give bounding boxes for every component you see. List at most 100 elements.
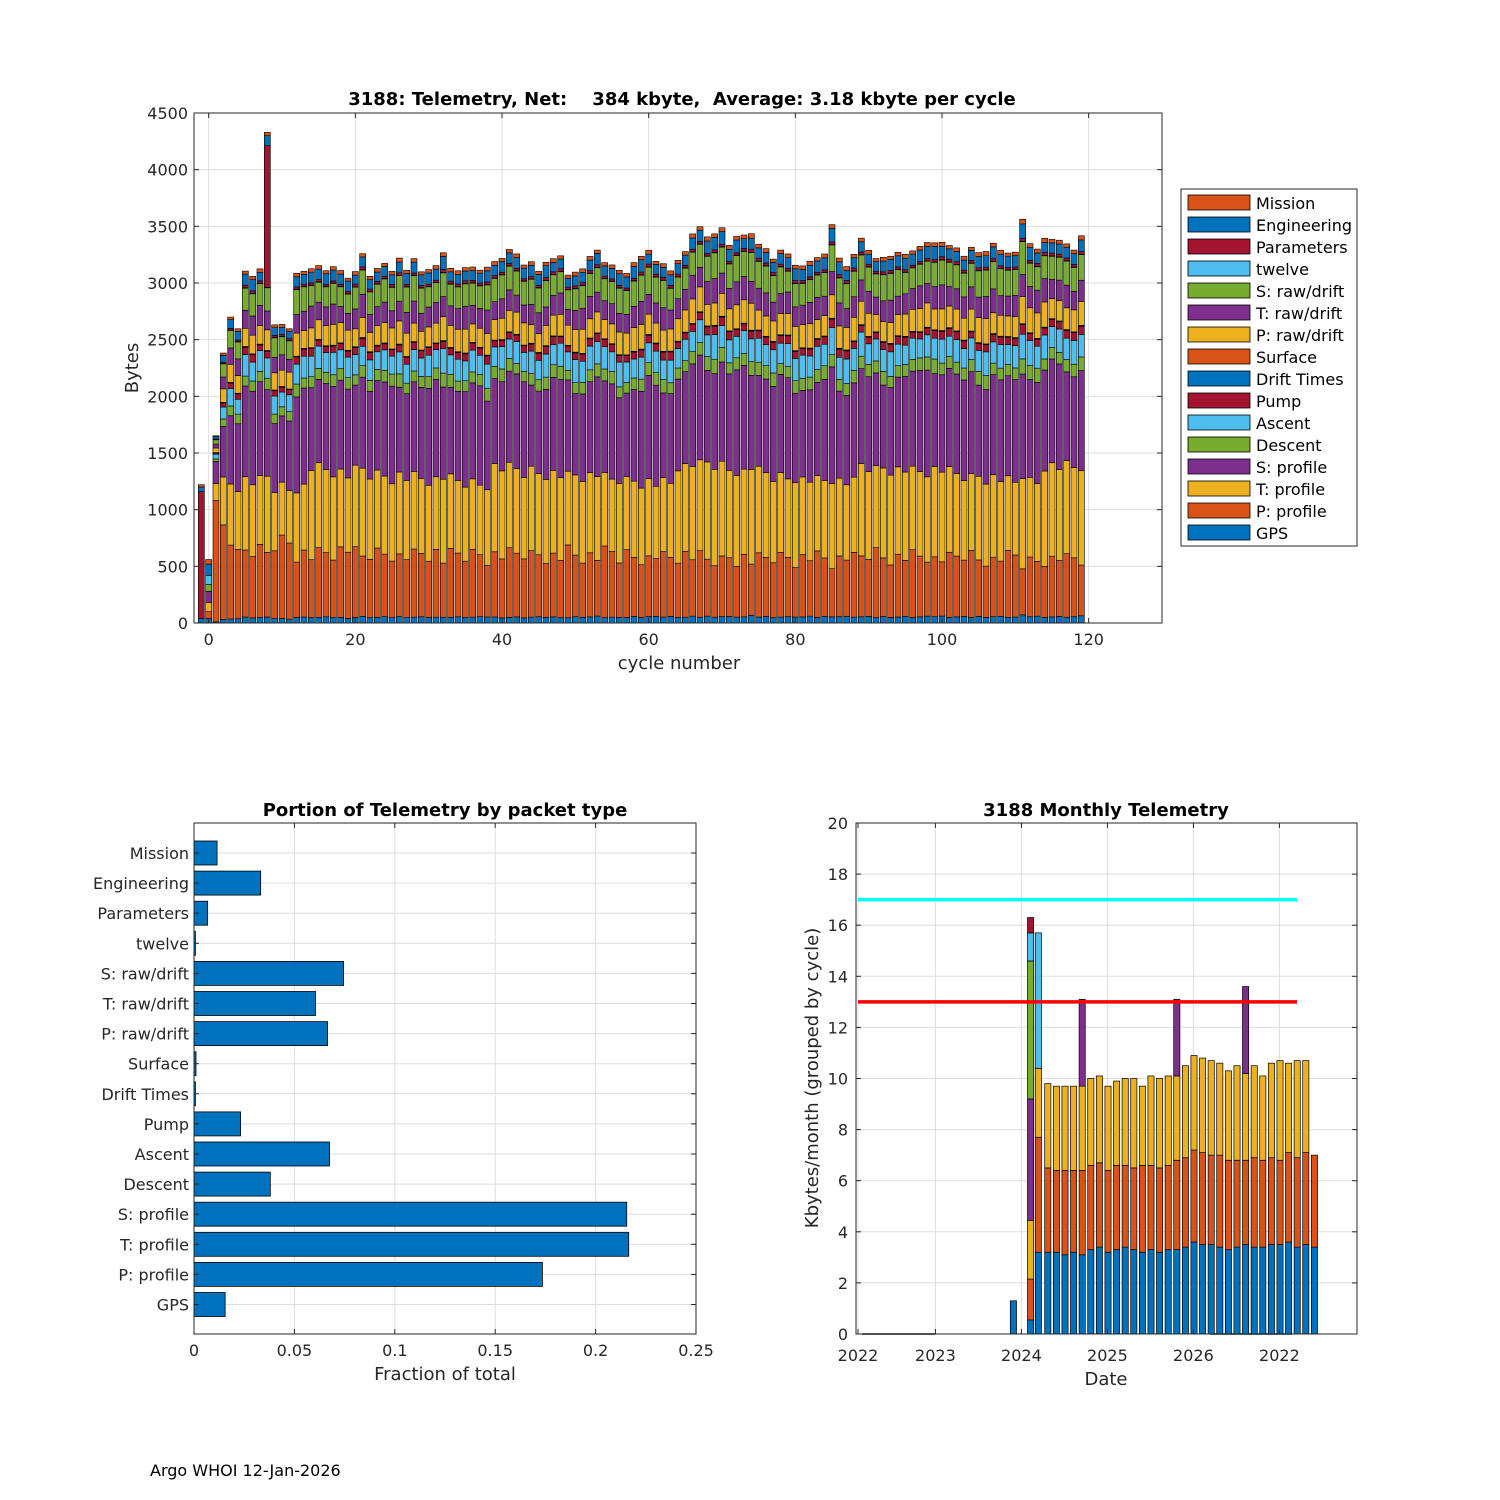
monthly-bar-segment-27-3 [1242, 986, 1250, 1074]
bar-segment-cycle-92-descent [880, 371, 887, 386]
bar-segment-cycle-74-s-raw-drift [748, 252, 755, 282]
bar-segment-cycle-104-t-raw-drift [968, 286, 975, 310]
bar-segment-cycle-28-t-profile [410, 471, 418, 550]
bar-segment-cycle-109-parameters [1004, 267, 1012, 271]
bar-segment-cycle-116-pump [1056, 321, 1063, 330]
bar-segment-cycle-54-p-raw-drift [601, 319, 608, 340]
bar-segment-cycle-101-p-raw-drift [946, 305, 953, 328]
bar-segment-cycle-86-ascent [836, 356, 843, 380]
x-tick-label: 100 [927, 630, 958, 649]
fraction-bar-p-raw-drift [193, 1021, 328, 1046]
bar-segment-cycle-83-s-profile [814, 381, 821, 476]
bar-segment-cycle-101-t-raw-drift [946, 286, 953, 307]
monthly-bar-segment-10-1 [1095, 1162, 1103, 1248]
bar-segment-cycle-71-s-profile [726, 373, 733, 471]
bar-segment-cycle-8-engineering [264, 135, 271, 146]
bar-segment-cycle-56-s-raw-drift [616, 287, 623, 314]
bar-segment-cycle-107-mission [990, 242, 997, 248]
bar-segment-cycle-19-s-raw-drift [344, 293, 352, 314]
bar-segment-cycle-97-p-profile [916, 555, 924, 618]
legend-swatch-ascent [1187, 414, 1251, 431]
monthly-bar-segment-32-1 [1285, 1152, 1293, 1243]
bar-segment-cycle-26-pump [396, 344, 403, 353]
bar-segment-cycle-37-s-profile [476, 385, 484, 486]
bar-segment-cycle-27-pump [403, 356, 410, 365]
bar-segment-cycle-20-ascent [352, 354, 359, 376]
bar-segment-cycle-117-p-raw-drift [1063, 307, 1070, 330]
bar-segment-cycle-19-t-raw-drift [344, 313, 352, 331]
bar-segment-cycle-88-s-raw-drift [850, 270, 858, 298]
bar-segment-cycle-33-s-raw-drift [447, 283, 454, 307]
bar-segment-cycle-13-p-raw-drift [300, 330, 308, 349]
bar-segment-cycle-49-t-raw-drift [564, 308, 572, 326]
bar-segment-cycle-35-ascent [462, 360, 469, 382]
bar-segment-cycle-20-engineering [352, 274, 359, 285]
bar-segment-cycle-72-s-profile [733, 369, 740, 476]
bar-segment-cycle-87-s-profile [843, 395, 850, 486]
bar-segment-cycle-52-pump [586, 338, 594, 347]
bar-segment-cycle-69-p-profile [711, 565, 718, 618]
bar-segment-cycle-2-t-raw-drift [220, 376, 227, 390]
bar-segment-cycle-100-s-raw-drift [938, 259, 946, 286]
bar-segment-cycle-9-gps [271, 618, 278, 624]
bar-segment-cycle-71-descent [726, 362, 733, 375]
bar-segment-cycle-21-t-profile [359, 467, 366, 557]
bar-segment-cycle-111-descent [1019, 358, 1026, 375]
bar-segment-cycle-30-s-profile [425, 387, 432, 486]
bar-segment-cycle-5-parameters [242, 284, 249, 289]
monthly-bar-segment-14-1 [1130, 1167, 1138, 1251]
bar-segment-cycle-88-parameters [850, 267, 858, 272]
bar-segment-cycle-46-ascent [542, 353, 550, 378]
bar-segment-cycle-56-pump [616, 355, 623, 363]
bar-segment-cycle-58-gps [630, 616, 638, 624]
monthly-bar-segment-4-2 [1044, 1083, 1052, 1169]
bar-segment-cycle-51-p-raw-drift [579, 328, 586, 354]
bar-segment-cycle-66-ascent [689, 331, 696, 352]
y-tick-label: 3500 [147, 217, 188, 236]
bar-segment-cycle-108-descent [997, 367, 1004, 381]
bar-segment-cycle-38-t-raw-drift [484, 309, 491, 334]
bar-segment-cycle-83-t-raw-drift [814, 297, 821, 320]
bar-segment-cycle-86-pump [836, 348, 843, 358]
fraction-chart-xlabel: Fraction of total [374, 1364, 516, 1385]
bar-segment-cycle-91-mission [872, 258, 880, 262]
bar-segment-cycle-24-t-profile [381, 475, 388, 555]
bar-segment-cycle-16-ascent [322, 352, 330, 373]
bar-segment-cycle-20-s-profile [352, 384, 359, 466]
bar-segment-cycle-11-p-raw-drift [286, 371, 293, 390]
bar-segment-cycle-43-gps [520, 617, 528, 624]
monthly-chart-bars [862, 917, 1318, 1335]
bar-segment-cycle-86-mission [836, 257, 843, 263]
y-tick-label: 1000 [147, 501, 188, 520]
bar-segment-cycle-17-p-profile [330, 559, 337, 618]
bar-segment-cycle-99-ascent [931, 337, 938, 360]
y-tick-label: 500 [157, 557, 188, 576]
bar-segment-cycle-95-parameters [902, 269, 909, 273]
bar-segment-cycle-116-s-profile [1056, 363, 1063, 470]
bar-segment-cycle-72-parameters [733, 252, 740, 256]
bar-segment-cycle-76-t-raw-drift [762, 292, 770, 317]
bar-segment-cycle-84-t-profile [821, 480, 828, 559]
bar-segment-cycle-101-descent [946, 356, 953, 369]
category-label-engineering: Engineering [93, 874, 189, 893]
bar-segment-cycle-13-mission [300, 271, 308, 275]
bar-segment-cycle-85-p-raw-drift [828, 294, 836, 319]
bar-segment-cycle-7-s-raw-drift [256, 283, 264, 306]
bar-segment-cycle-81-parameters [799, 280, 806, 284]
bar-segment-cycle-46-pump [542, 346, 550, 355]
bar-segment-cycle-28-pump [410, 341, 418, 350]
monthly-bar-segment-0-0 [1009, 1300, 1017, 1335]
bar-segment-cycle-16-engineering [322, 273, 330, 285]
bar-segment-cycle-9-p-profile [271, 550, 278, 619]
bar-segment-cycle-75-ascent [755, 337, 762, 363]
bar-segment-cycle-112-ascent [1026, 340, 1034, 366]
bar-segment-cycle-22-p-raw-drift [366, 332, 374, 352]
bar-segment-cycle-48-p-raw-drift [557, 314, 564, 337]
bar-segment-cycle-100-t-profile [938, 471, 946, 563]
bar-segment-cycle-53-p-raw-drift [594, 311, 601, 334]
bar-segment-cycle-59-gps [638, 616, 645, 624]
bar-segment-cycle-96-s-profile [909, 370, 916, 467]
bar-segment-cycle-63-p-profile [667, 556, 674, 617]
bar-segment-cycle-29-p-raw-drift [418, 330, 425, 351]
bar-segment-cycle-34-pump [454, 352, 462, 360]
